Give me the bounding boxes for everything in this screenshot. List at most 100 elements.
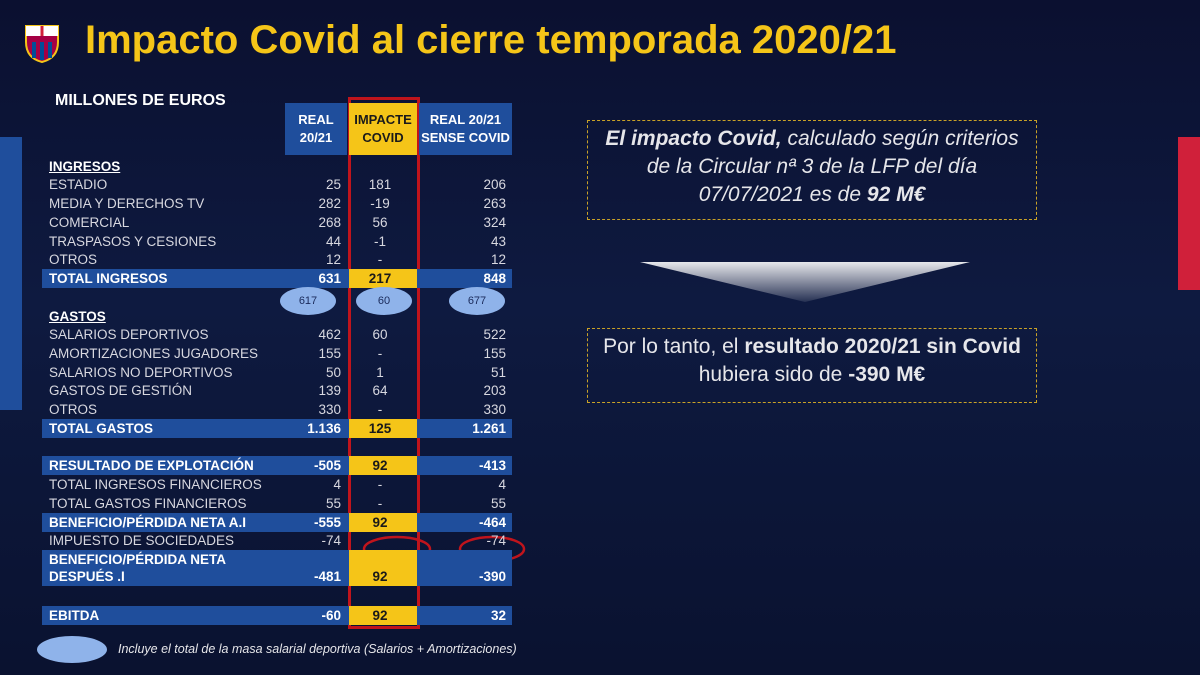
cell-value: 522 [483, 327, 506, 342]
cell-value: 181 [368, 177, 392, 192]
column-header: REAL 20/21 [285, 103, 347, 155]
cell-value: 1 [376, 365, 384, 380]
cell-value: - [377, 402, 383, 417]
cell-value: - [377, 477, 383, 492]
cell-value: -481 [313, 569, 341, 584]
row-label: GASTOS [49, 308, 106, 324]
cell-value: -505 [313, 458, 341, 473]
row-band [42, 550, 512, 586]
bubble: 60 [356, 287, 412, 315]
cell-value: 324 [483, 215, 506, 230]
row-label: BENEFICIO/PÉRDIDA NETA DESPUÉS .I [49, 552, 226, 584]
cell-value: 1.136 [307, 421, 341, 436]
column-header: REAL 20/21 SENSE COVID [419, 103, 512, 155]
cell-value: 51 [490, 365, 506, 380]
row-label: GASTOS DE GESTIÓN [49, 383, 193, 398]
cell-value: -464 [478, 515, 506, 530]
row-label: BENEFICIO/PÉRDIDA NETA A.I [49, 515, 247, 530]
cell-value: 56 [372, 215, 388, 230]
box-bold: El impacto Covid, [605, 127, 782, 150]
cell-value: 12 [325, 252, 341, 267]
cell-value: - [377, 252, 383, 267]
side-bar [0, 137, 22, 410]
row-label: SALARIOS NO DEPORTIVOS [49, 365, 233, 380]
cell-value: 330 [483, 402, 506, 417]
cell-value: 92 [349, 567, 417, 586]
row-label: RESULTADO DE EXPLOTACIÓN [49, 458, 254, 473]
cell-value: 848 [483, 271, 506, 286]
unit-label: MILLONES DE EUROS [55, 92, 226, 109]
cell-value: 4 [498, 477, 506, 492]
cell-value: 50 [325, 365, 341, 380]
title: Impacto Covid al cierre temporada 2020/2… [85, 18, 897, 62]
cell-value: 55 [490, 496, 506, 511]
cell-value: 55 [325, 496, 341, 511]
cell-value: 25 [325, 177, 341, 192]
cell-value: -555 [313, 515, 341, 530]
cell-value: 206 [483, 177, 506, 192]
cell-value: -60 [321, 608, 341, 623]
row-label: TOTAL GASTOS [49, 421, 154, 436]
row-label: OTROS [49, 252, 98, 267]
cell-value: 263 [483, 196, 506, 211]
cell-value: 12 [490, 252, 506, 267]
box-text: calculado según criterios de la Circular… [646, 127, 1019, 206]
cell-value: -1 [373, 234, 386, 249]
yellow-band [349, 550, 417, 567]
cell-value: 92 [349, 456, 417, 475]
row-label: TOTAL INGRESOS FINANCIEROS [49, 477, 262, 492]
row-label: SALARIOS DEPORTIVOS [49, 327, 209, 342]
row-label: AMORTIZACIONES JUGADORES [49, 346, 259, 361]
box-text: hubiera sido de [698, 363, 843, 386]
cell-value: 92 [349, 606, 417, 625]
cell-value: 1.261 [472, 421, 506, 436]
info-box: Por lo tanto, el resultado 2020/21 sin C… [587, 328, 1037, 403]
bubble: 677 [449, 287, 505, 315]
box-text: Por lo tanto, el [603, 335, 739, 358]
row-label: IMPUESTO DE SOCIEDADES [49, 533, 235, 548]
cell-value: 282 [318, 196, 341, 211]
column-header: IMPACTE COVID [349, 103, 417, 155]
cell-value: -74 [321, 533, 341, 548]
cell-value: - [377, 346, 383, 361]
cell-value: 268 [318, 215, 341, 230]
bubble: 617 [280, 287, 336, 315]
side-bar [1178, 137, 1200, 290]
cell-value: 60 [372, 327, 388, 342]
cell-value: 139 [318, 383, 341, 398]
cell-value: 64 [372, 383, 388, 398]
box-bold: resultado 2020/21 sin Covid [744, 335, 1021, 358]
cell-value: -19 [370, 196, 390, 211]
cell-value: 330 [318, 402, 341, 417]
cell-value: 631 [318, 271, 341, 286]
cell-value: -390 [478, 569, 506, 584]
cell-value: 43 [490, 234, 506, 249]
cell-value: 44 [325, 234, 341, 249]
arrow [640, 262, 970, 302]
cell-value: 92 [349, 513, 417, 532]
cell-value: 217 [349, 269, 417, 288]
column-frame [348, 97, 420, 629]
row-label: TOTAL INGRESOS [49, 271, 168, 286]
cell-value: 125 [349, 419, 417, 438]
cell-value: 155 [483, 346, 506, 361]
row-label: INGRESOS [49, 158, 121, 174]
row-label: OTROS [49, 402, 98, 417]
logo [25, 25, 59, 64]
row-label: TRASPASOS Y CESIONES [49, 234, 217, 249]
cell-value: - [377, 496, 383, 511]
box-bold: 92 M€ [866, 183, 926, 206]
cell-value: 462 [318, 327, 341, 342]
row-label: TOTAL GASTOS FINANCIEROS [49, 496, 247, 511]
cell-value: 155 [318, 346, 341, 361]
row-label: COMERCIAL [49, 215, 130, 230]
cell-value: -74 [486, 533, 506, 548]
info-box: El impacto Covid, calculado según criter… [587, 120, 1037, 220]
row-label: MEDIA Y DERECHOS TV [49, 196, 205, 211]
cell-value: 32 [490, 608, 506, 623]
footnote: Incluye el total de la masa salarial dep… [118, 642, 517, 656]
row-label: ESTADIO [49, 177, 108, 192]
row-label: EBITDA [49, 608, 100, 623]
cell-value: -413 [478, 458, 506, 473]
